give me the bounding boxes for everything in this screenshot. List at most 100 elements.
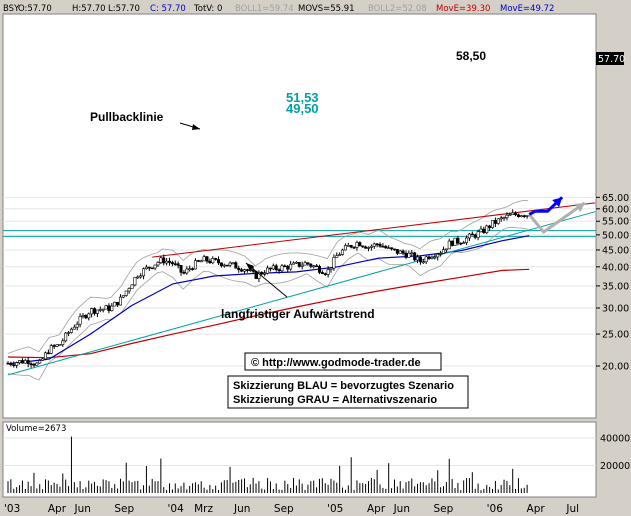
candle-body [58, 344, 62, 346]
candle-body [90, 308, 94, 315]
candle-body [407, 252, 411, 258]
candle-body [493, 220, 497, 224]
candle-body [505, 214, 509, 218]
candle-body [479, 228, 483, 233]
volume-label: Volume=2673 [6, 424, 66, 434]
candle-body [514, 212, 518, 216]
header-open: O:57.70 [18, 4, 52, 14]
candle-body [341, 249, 345, 255]
candle-body [191, 268, 195, 270]
level1-label: 51,53 [286, 90, 319, 105]
x-tick-label: '04 [168, 503, 185, 515]
x-tick-label: Apr [527, 503, 546, 515]
candlestick-series [6, 209, 529, 369]
x-tick-label: '03 [4, 503, 20, 515]
candle-body [289, 263, 293, 270]
candle-body [404, 252, 408, 258]
candle-body [346, 245, 350, 247]
candle-body [274, 265, 278, 271]
candle-body [72, 326, 76, 330]
candle-body [188, 268, 192, 270]
candle-body [277, 269, 281, 272]
x-tick-label: Mrz [194, 503, 213, 515]
volume-bars [7, 436, 528, 493]
candle-body [496, 218, 500, 224]
candle-body [208, 260, 212, 264]
candle-body [485, 225, 489, 234]
ema-mid-line [7, 235, 530, 365]
legend-line-2: Skizzierung GRAU = Alternativszenario [233, 394, 437, 406]
header-symbol: BSY [3, 4, 20, 14]
candle-body [390, 247, 394, 250]
y-tick-label: 30.00 [602, 303, 629, 314]
x-tick-label: Sep [433, 503, 453, 515]
candle-body [18, 360, 22, 363]
y-tick-label: 65.00 [602, 193, 629, 204]
header-close: C: 57.70 [150, 4, 186, 14]
candle-body [499, 217, 503, 220]
x-tick-label: '06 [487, 503, 504, 515]
candle-body [147, 266, 151, 269]
candle-body [329, 267, 333, 270]
candle-body [349, 245, 353, 248]
candle-body [12, 364, 16, 366]
candle-body [398, 250, 402, 254]
pullback-label: Pullbacklinie [90, 110, 164, 124]
candle-body [130, 284, 134, 289]
candle-body [292, 262, 296, 265]
peak-label: 58,50 [456, 49, 486, 63]
candle-body [159, 257, 163, 263]
candle-body [165, 260, 169, 264]
header-boll2: BOLL2=52.08 [368, 4, 427, 14]
x-tick-label: Jun [233, 503, 250, 515]
candle-body [32, 363, 36, 366]
candle-body [421, 261, 425, 264]
candle-body [150, 267, 154, 270]
price-axis: 20.00 25.00 30.00 35.00 40.00 45.00 50.00 55.00… [596, 193, 629, 373]
candle-body [67, 332, 71, 334]
candle-body [118, 296, 122, 306]
candle-body [525, 214, 529, 217]
blue-scenario-path [528, 196, 564, 216]
candle-body [441, 249, 445, 254]
candle-body [456, 237, 460, 244]
candle-body [26, 360, 30, 364]
y-tick-label: 55.00 [602, 217, 629, 228]
bollinger-lower-band [7, 226, 529, 381]
candle-body [199, 260, 203, 263]
candle-body [107, 305, 111, 312]
copyright-box [244, 352, 442, 371]
candle-body [170, 262, 174, 265]
candle-body [378, 244, 382, 247]
candle-body [384, 246, 388, 249]
candle-body [20, 360, 24, 364]
candle-body [222, 264, 226, 267]
grey-scenario-path [528, 201, 586, 234]
candle-body [182, 272, 186, 274]
candle-body [121, 295, 125, 298]
candle-body [231, 262, 235, 264]
copyright-text: © http://www.godmode-trader.de [251, 357, 421, 369]
candle-body [101, 308, 105, 311]
trend-label: langfristiger Aufwärtstrend [221, 307, 375, 321]
candle-body [294, 261, 298, 264]
candle-body [49, 345, 53, 354]
price-tag-text: 57.70 [598, 54, 625, 65]
y-tick-label: 45.00 [602, 245, 629, 256]
candle-body [41, 358, 45, 361]
candle-body [136, 276, 140, 279]
candle-body [366, 247, 370, 249]
annotations: Pullbacklinie langfristiger Aufwärtstren… [90, 49, 486, 409]
candle-body [75, 323, 79, 328]
candle-body [364, 246, 368, 249]
candle-body [424, 256, 428, 263]
header-high: H:57.70 [72, 4, 106, 14]
candle-body [320, 272, 324, 274]
candle-body [179, 265, 183, 273]
candle-body [104, 305, 108, 310]
candle-body [142, 268, 146, 277]
candle-body [69, 328, 73, 333]
bollinger-upper-band [7, 200, 529, 354]
candle-body [133, 276, 137, 286]
candle-body [214, 258, 218, 260]
